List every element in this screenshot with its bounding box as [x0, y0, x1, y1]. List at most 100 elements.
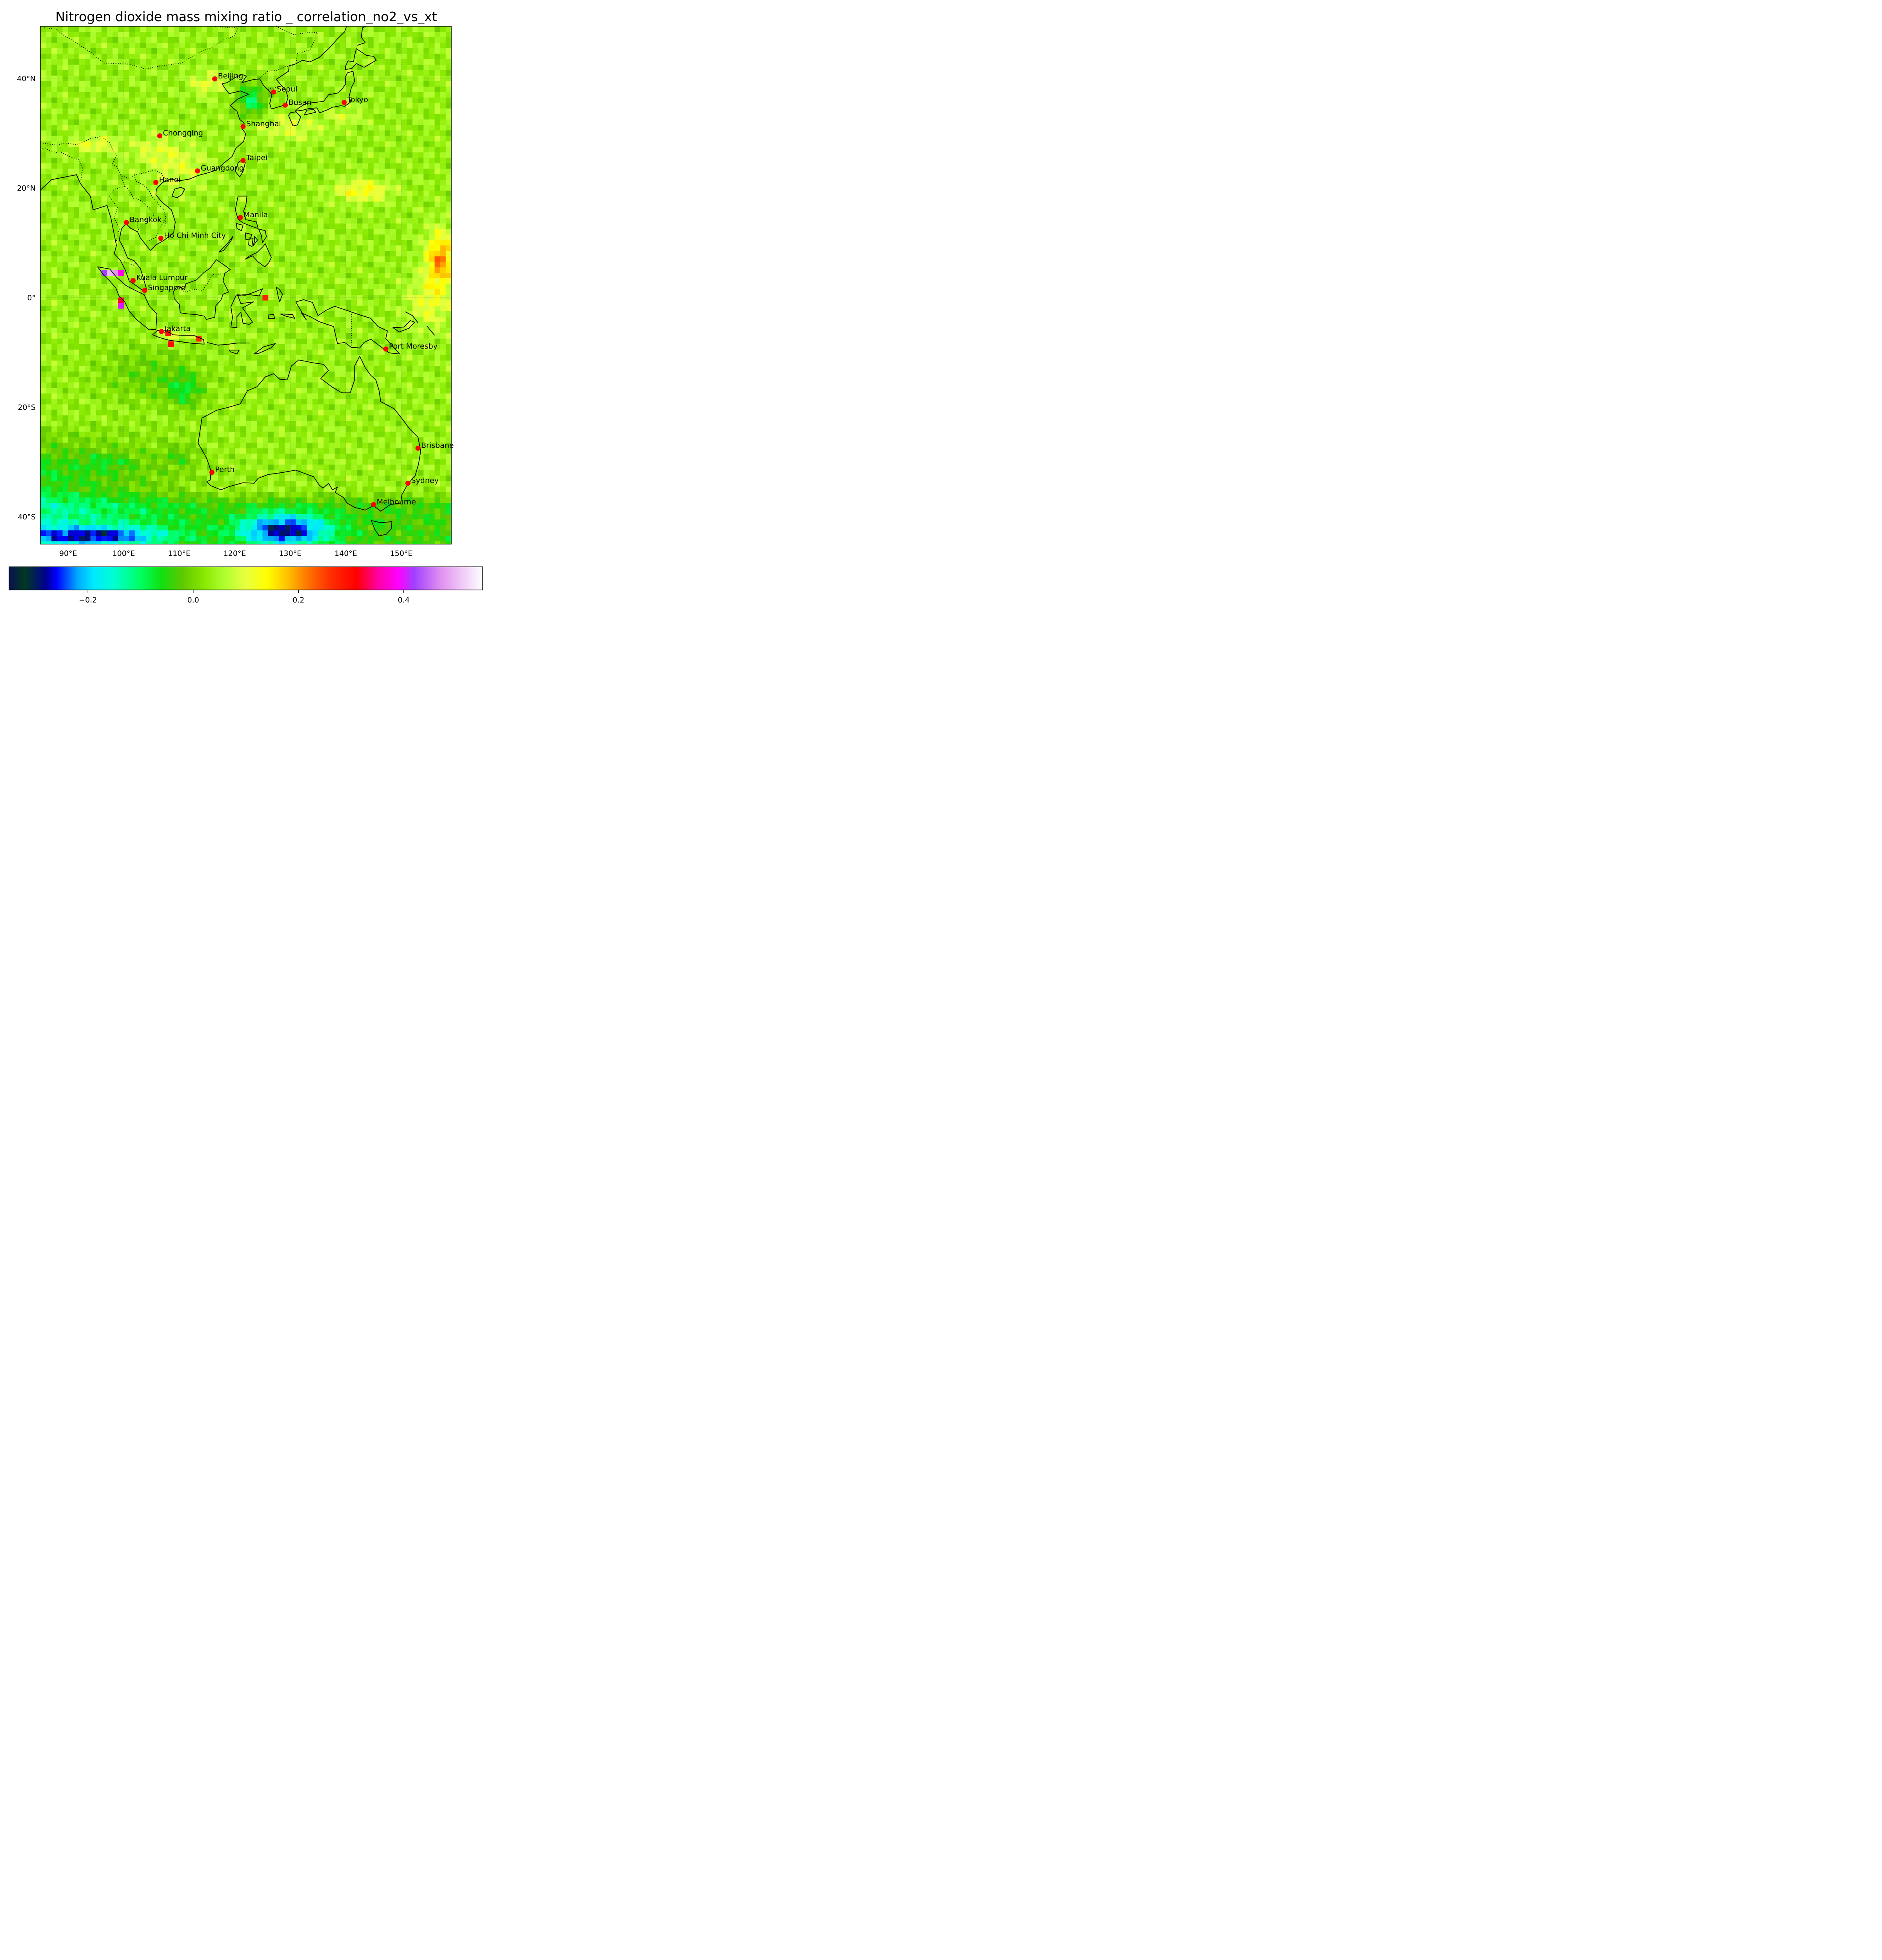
city-hanoi: Hanoi — [153, 175, 180, 185]
coast-honshu — [295, 71, 355, 113]
city-taipei: Taipei — [240, 154, 267, 163]
city-beijing: Beijing — [212, 72, 243, 82]
city-label: Melbourne — [377, 497, 416, 506]
coast-borneo — [173, 259, 231, 320]
coast-australia — [198, 356, 421, 512]
coast-tasmania — [371, 520, 392, 536]
latitude-tick-label: 40°S — [18, 513, 36, 521]
longitude-tick-label: 130°E — [279, 549, 302, 558]
colorbar-tick-label: 0.2 — [292, 596, 304, 604]
coast-mindanao — [245, 243, 272, 267]
city-label: Shanghai — [246, 120, 281, 128]
city-marker — [283, 102, 288, 108]
city-marker — [131, 278, 136, 283]
city-label: Hanoi — [159, 175, 181, 184]
coast-timor — [254, 343, 276, 354]
correlation-field — [40, 26, 451, 544]
coast-samar-leyte — [258, 229, 267, 243]
city-jakarta: Jakarta — [159, 325, 191, 334]
latitude-tick-label: 40°N — [17, 74, 36, 83]
city-marker — [415, 445, 421, 451]
city-sydney: Sydney — [405, 476, 439, 486]
coast-hainan — [171, 187, 185, 198]
longitude-tick-label: 110°E — [168, 549, 191, 558]
latitude-tick-label: 20°N — [17, 184, 36, 192]
city-perth: Perth — [209, 465, 234, 475]
city-label: Chongqing — [163, 129, 203, 138]
latitude-tick-label: 20°S — [18, 403, 36, 412]
coast-cebu — [253, 236, 258, 247]
city-marker — [238, 215, 243, 220]
city-marker — [405, 481, 411, 486]
city-marker — [383, 346, 389, 352]
city-marker — [142, 288, 147, 293]
country-borders — [40, 26, 352, 348]
coast-taiwan — [235, 159, 246, 178]
map-figure: Nitrogen dioxide mass mixing ratio _ cor… — [9, 9, 483, 604]
city-markers: Beijing Seoul Busan Tokyo Shanghai Chongqing T… — [124, 72, 454, 507]
city-guangdong: Guangdong — [195, 164, 244, 174]
map-title: Nitrogen dioxide mass mixing ratio _ cor… — [55, 9, 437, 24]
city-melbourne: Melbourne — [371, 497, 416, 507]
map-plot-area: Beijing Seoul Busan Tokyo Shanghai Chongqing T… — [40, 26, 454, 544]
city-shanghai: Shanghai — [240, 120, 281, 129]
city-manila: Manila — [238, 211, 268, 220]
city-port-moresby: Port Moresby — [383, 342, 438, 352]
colorbar-tick-label: 0.0 — [187, 596, 199, 604]
coast-panay — [245, 232, 253, 241]
city-label: Brisbane — [421, 441, 454, 450]
coast-buru — [267, 314, 275, 319]
city-marker — [240, 158, 246, 163]
border-laos-vietnam — [134, 174, 167, 227]
coast-seram — [280, 314, 295, 319]
coast-lesser-sunda — [207, 342, 251, 346]
city-marker — [158, 236, 163, 241]
gridlines — [40, 26, 451, 544]
border-china-korea — [258, 65, 294, 80]
city-label: Manila — [243, 211, 268, 219]
coast-sumba — [229, 350, 240, 354]
city-label: Bangkok — [130, 215, 162, 224]
border-thai-malaysia — [124, 261, 136, 266]
city-marker — [153, 180, 159, 185]
city-kuala-lumpur: Kuala Lumpur — [131, 274, 188, 283]
colorbar-ticks: −0.2 0.0 0.2 0.4 — [79, 590, 410, 604]
city-marker — [212, 76, 218, 82]
border-cambodia-vietnam — [148, 218, 166, 241]
border-nepal-bhutan — [40, 147, 57, 153]
city-marker — [240, 124, 246, 129]
colorbar: −0.2 0.0 0.2 0.4 — [9, 566, 483, 604]
city-label: Seoul — [277, 85, 298, 94]
city-marker — [124, 220, 129, 225]
border-myanmar-thailand-laos — [120, 176, 155, 231]
city-label: Taipei — [246, 154, 267, 162]
longitude-ticks: 90°E 100°E 110°E 120°E 130°E 140°E 150°E — [59, 549, 412, 558]
city-ho-chi-minh-city: Ho Chi Minh City — [158, 231, 226, 241]
city-marker — [195, 168, 200, 174]
longitude-tick-label: 140°E — [334, 549, 357, 558]
coast-solomons — [427, 326, 435, 336]
city-label: Port Moresby — [389, 342, 438, 350]
latitude-tick-label: 0° — [27, 294, 36, 302]
coast-sulawesi — [230, 288, 263, 328]
coast-sumatra — [97, 266, 158, 330]
coast-java — [152, 330, 205, 345]
city-label: Ho Chi Minh City — [164, 231, 226, 240]
colorbar-tick-label: 0.4 — [398, 596, 410, 604]
city-label: Perth — [215, 465, 235, 474]
city-marker — [271, 89, 276, 95]
city-label: Busan — [289, 98, 312, 107]
coast-shikoku — [303, 109, 316, 116]
coast-halmahera — [276, 287, 283, 302]
border-thai-burma — [109, 186, 125, 243]
city-marker — [371, 502, 376, 507]
colorbar-gradient — [9, 566, 483, 590]
city-chongqing: Chongqing — [157, 129, 203, 139]
coast-kyushu — [288, 111, 302, 127]
coast-luzon — [235, 196, 259, 229]
city-label: Kuala Lumpur — [136, 274, 188, 282]
longitude-tick-label: 150°E — [390, 549, 413, 558]
colorbar-tick-label: −0.2 — [79, 596, 97, 604]
city-marker — [159, 329, 164, 334]
city-marker — [209, 470, 215, 475]
